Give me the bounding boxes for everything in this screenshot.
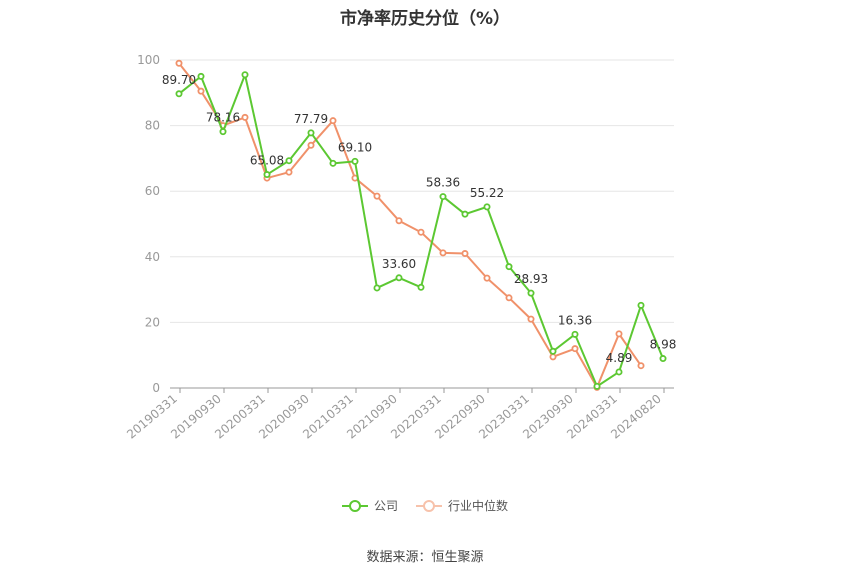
data-point-company — [659, 355, 667, 363]
data-point-industry-median — [637, 362, 645, 370]
data-labels: 89.70 78.16 65.08 77.79 69.10 33.60 58.36 55.22… — [162, 73, 677, 365]
legend-item-industry-median[interactable]: 行业中位数 — [416, 497, 508, 514]
chart-title: 市净率历史分位（%） — [339, 9, 511, 29]
data-label: 28.93 — [514, 272, 548, 286]
data-point-company — [615, 368, 623, 376]
data-label: 58.36 — [426, 176, 460, 190]
data-point-company — [483, 203, 491, 211]
data-point-industry-median — [307, 141, 315, 149]
y-tick-label: 0 — [152, 381, 160, 395]
data-label: 65.08 — [250, 154, 284, 168]
data-point-company — [285, 157, 293, 165]
data-point-industry-median — [571, 345, 579, 353]
grid-lines — [170, 59, 674, 389]
y-tick-label: 60 — [145, 184, 160, 198]
data-point-industry-median — [285, 168, 293, 176]
data-point-industry-median — [527, 315, 535, 323]
data-point-industry-median — [439, 249, 447, 257]
data-point-industry-median — [175, 59, 183, 67]
legend-label-company: 公司 — [373, 499, 398, 513]
data-point-industry-median — [241, 113, 249, 121]
y-tick-label: 100 — [137, 53, 160, 67]
data-point-company — [175, 90, 183, 98]
y-tick-label: 20 — [145, 315, 160, 329]
data-label: 77.79 — [294, 112, 328, 126]
data-point-industry-median — [505, 294, 513, 302]
source-note: 数据来源：恒生聚源 — [366, 550, 484, 565]
data-point-industry-median — [329, 117, 337, 125]
data-point-company — [197, 72, 205, 80]
data-point-industry-median — [615, 330, 623, 338]
data-point-industry-median — [417, 228, 425, 236]
data-point-company — [263, 171, 271, 179]
legend-swatch-industry-median — [416, 499, 442, 513]
y-tick-label: 40 — [145, 250, 160, 264]
data-label: 55.22 — [470, 186, 504, 200]
data-label: 33.60 — [382, 257, 416, 271]
data-point-company — [351, 157, 359, 165]
data-point-industry-median — [483, 274, 491, 282]
data-point-company — [219, 128, 227, 136]
data-label: 16.36 — [558, 313, 592, 327]
data-point-industry-median — [197, 87, 205, 95]
data-point-company — [505, 263, 513, 271]
series-line-industry-median — [178, 62, 642, 389]
data-label: 78.16 — [206, 111, 240, 125]
legend-swatch-company — [341, 499, 368, 513]
legend: 公司 行业中位数 — [0, 497, 850, 514]
data-point-industry-median — [461, 250, 469, 258]
data-point-company — [307, 129, 315, 137]
data-label: 8.98 — [650, 338, 677, 352]
legend-label-industry-median: 行业中位数 — [448, 499, 509, 513]
data-point-company — [241, 71, 249, 79]
data-point-company — [417, 283, 425, 291]
y-tick-label: 80 — [145, 119, 160, 133]
data-point-company — [549, 347, 557, 355]
data-point-company — [527, 289, 535, 297]
data-point-company — [461, 210, 469, 218]
data-point-industry-median — [395, 217, 403, 225]
data-point-company — [571, 330, 579, 338]
data-label: 69.10 — [338, 140, 372, 154]
data-label: 89.70 — [162, 73, 196, 87]
legend-item-company[interactable]: 公司 — [341, 497, 398, 514]
series-layer — [175, 59, 667, 391]
data-point-company — [637, 301, 645, 309]
data-point-industry-median — [549, 353, 557, 361]
data-point-company — [593, 382, 601, 390]
data-point-company — [329, 159, 337, 167]
data-label: 4.89 — [606, 351, 633, 365]
data-point-industry-median — [373, 192, 381, 200]
data-point-company — [395, 274, 403, 282]
data-point-company — [439, 193, 447, 201]
data-point-company — [373, 284, 381, 292]
